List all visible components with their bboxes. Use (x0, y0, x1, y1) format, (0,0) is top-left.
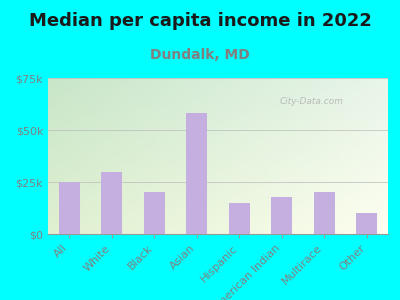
Bar (144, 192, 165, 234)
Bar (271, 196, 292, 234)
Text: City-Data.com: City-Data.com (279, 97, 343, 106)
Bar (59, 182, 80, 234)
Text: Dundalk, MD: Dundalk, MD (150, 48, 250, 62)
Text: Median per capita income in 2022: Median per capita income in 2022 (28, 12, 372, 30)
Bar (314, 192, 335, 234)
Bar (356, 213, 377, 234)
Bar (229, 203, 250, 234)
Bar (186, 113, 207, 234)
Bar (101, 172, 122, 234)
